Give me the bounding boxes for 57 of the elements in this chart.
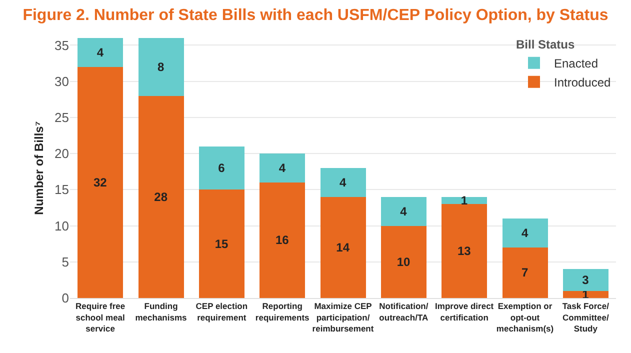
data-label: 4 bbox=[96, 45, 104, 60]
bar bbox=[138, 38, 184, 96]
x-tick-label: Improve direct certification bbox=[435, 301, 494, 322]
data-label: 15 bbox=[214, 236, 229, 251]
data-label: 4 bbox=[340, 175, 346, 190]
bar bbox=[138, 96, 184, 298]
y-tick-label: 15 bbox=[54, 182, 69, 198]
x-tick-label: Maximize CEP participation/ reimbursement bbox=[312, 301, 374, 334]
y-tick-label: 0 bbox=[62, 290, 69, 306]
bar bbox=[198, 190, 244, 298]
data-label: 32 bbox=[93, 175, 108, 190]
bar bbox=[320, 168, 366, 197]
y-tick-label: 30 bbox=[54, 74, 69, 89]
bar bbox=[562, 290, 608, 298]
legend-label: Enacted bbox=[554, 56, 598, 71]
bar bbox=[502, 218, 548, 248]
data-label: 28 bbox=[154, 190, 168, 204]
x-tick-label: Exemption or opt-out mechanism(s) bbox=[496, 301, 554, 334]
legend-title: Bill Status bbox=[516, 37, 575, 52]
bar bbox=[502, 247, 548, 298]
bar bbox=[562, 269, 608, 291]
y-tick-label: 25 bbox=[54, 110, 69, 125]
data-label: 7 bbox=[522, 266, 528, 280]
x-tick-label: Task Force/ Committee/ Study bbox=[562, 301, 610, 334]
bar bbox=[260, 182, 306, 298]
x-tick-label: Notification/ outreach/TA bbox=[379, 301, 429, 322]
data-label: 4 bbox=[278, 161, 286, 175]
x-tick-label: CEP election requirement bbox=[196, 301, 248, 322]
bar bbox=[442, 204, 488, 298]
y-tick-label: 35 bbox=[54, 38, 69, 53]
data-label: 4 bbox=[522, 226, 528, 240]
y-tick-label: 20 bbox=[54, 146, 69, 162]
bar bbox=[78, 66, 124, 298]
y-tick-label: 10 bbox=[54, 218, 69, 234]
data-label: 3 bbox=[582, 272, 590, 287]
data-label: 13 bbox=[457, 244, 472, 258]
data-label: 14 bbox=[336, 240, 350, 254]
data-label: 4 bbox=[400, 204, 408, 218]
data-label: 10 bbox=[396, 254, 411, 269]
y-axis-title: Number of Bills⁷ bbox=[32, 121, 46, 215]
data-label: 6 bbox=[218, 161, 226, 175]
x-tick-label: Reporting requirements bbox=[255, 301, 310, 322]
bar bbox=[320, 196, 366, 298]
bar bbox=[442, 196, 488, 204]
data-label: 8 bbox=[158, 60, 164, 74]
bar bbox=[380, 226, 426, 298]
chart-title: Figure 2. Number of State Bills with each USFM/CEP Policy Option, by Status bbox=[22, 7, 608, 24]
data-label: 16 bbox=[275, 233, 290, 248]
bar bbox=[380, 196, 426, 226]
bar bbox=[260, 154, 306, 182]
x-tick-label: Require free school meal service bbox=[76, 301, 126, 334]
y-tick-label: 5 bbox=[62, 254, 69, 270]
data-label: 1 bbox=[460, 194, 468, 208]
bar bbox=[198, 146, 244, 190]
legend-label: Introduced bbox=[554, 76, 611, 90]
x-tick-label: Funding mechanisms bbox=[135, 301, 188, 322]
bar bbox=[78, 38, 124, 67]
